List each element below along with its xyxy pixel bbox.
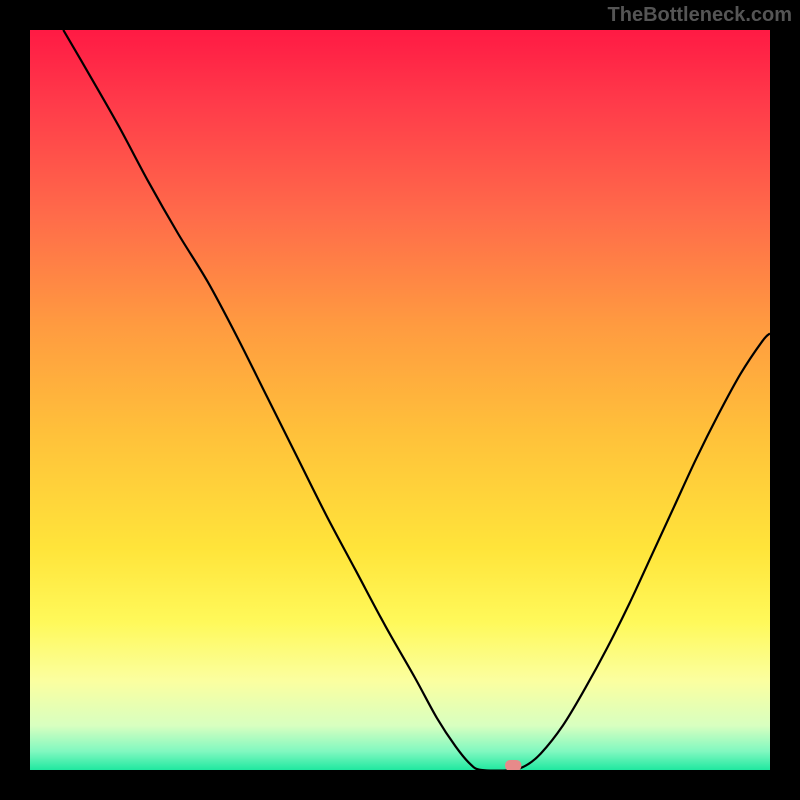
watermark-text: TheBottleneck.com <box>608 4 792 27</box>
optimal-marker <box>505 760 521 771</box>
bottleneck-chart <box>0 0 800 800</box>
chart-container: TheBottleneck.com <box>0 0 800 800</box>
chart-plot-background <box>30 30 770 770</box>
